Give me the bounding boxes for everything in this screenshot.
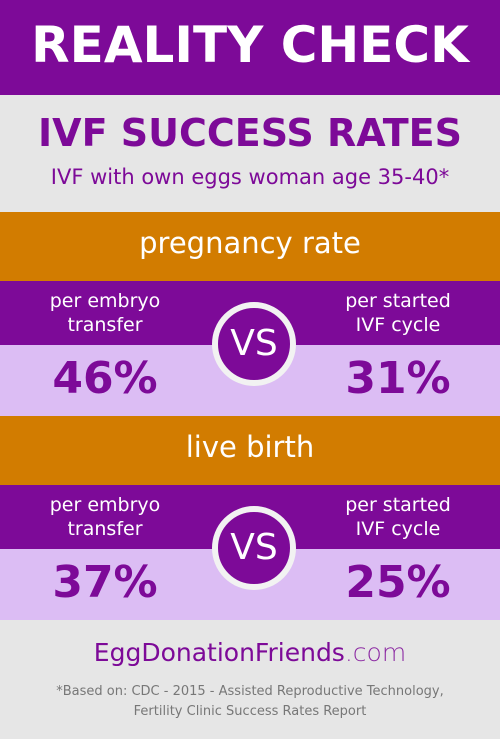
left-label: transfer xyxy=(67,314,143,336)
left-label: per embryo xyxy=(49,290,161,312)
header-band: REALITY CHECK xyxy=(0,0,500,95)
footer-band: EggDonationFriends.com *Based on: CDC - … xyxy=(0,620,500,739)
vs-badge: VS xyxy=(212,302,296,386)
note-line: *Based on: CDC - 2015 - Assisted Reprodu… xyxy=(56,684,444,699)
right-label: per started xyxy=(345,290,451,312)
domain: .com xyxy=(344,638,407,667)
vs-badge: VS xyxy=(212,506,296,590)
right-value: 31% xyxy=(345,353,451,404)
left-label: transfer xyxy=(67,518,143,540)
brand-line: EggDonationFriends.com xyxy=(0,638,500,667)
left-value: 46% xyxy=(52,353,158,404)
right-value: 25% xyxy=(345,557,451,608)
right-label: IVF cycle xyxy=(355,314,441,336)
section-title: pregnancy rate xyxy=(139,226,361,260)
label-band: per embryo transfer per started IVF cycle xyxy=(0,281,500,345)
left-value: 37% xyxy=(52,557,158,608)
section-title: live birth xyxy=(185,430,315,464)
intro-subtitle: IVF with own eggs woman age 35-40* xyxy=(50,165,450,189)
intro-band: IVF SUCCESS RATES IVF with own eggs woma… xyxy=(0,95,500,212)
note-line: Fertility Clinic Success Rates Report xyxy=(133,704,367,719)
right-label: per started xyxy=(345,494,451,516)
left-label: per embryo xyxy=(49,494,161,516)
brand: EggDonationFriends xyxy=(93,638,345,667)
intro-title: IVF SUCCESS RATES xyxy=(38,111,462,155)
right-label: IVF cycle xyxy=(355,518,441,540)
section-band: live birth xyxy=(0,416,500,485)
section-band: pregnancy rate xyxy=(0,212,500,281)
title: REALITY CHECK xyxy=(31,16,469,74)
